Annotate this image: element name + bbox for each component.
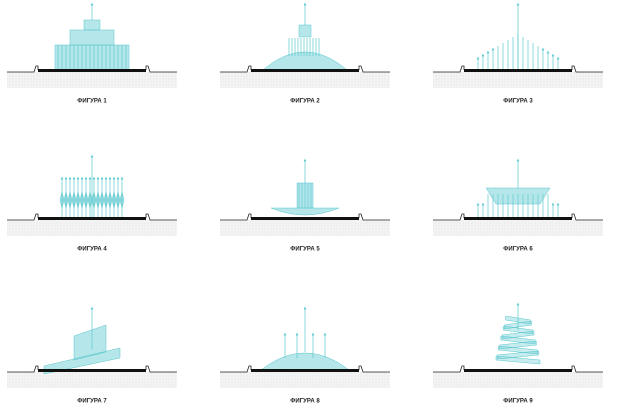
ground-line (7, 213, 177, 221)
water-block (54, 44, 130, 71)
basin (38, 217, 146, 220)
water-shape (262, 51, 348, 71)
figure: ФИГУРА 6 (433, 158, 603, 253)
figure-label: ФИГУРА 5 (290, 247, 320, 253)
figures: ФИГУРА 1 ФИГУРА 2 ФИГУРА 3 ФИГУРА 4 ФИГУРА 5… (7, 2, 603, 405)
ground-line (220, 65, 390, 73)
water-shape (115, 191, 121, 209)
water-block (83, 19, 101, 31)
figure: ФИГУРА 3 (433, 2, 603, 105)
water-shape (111, 191, 117, 209)
ground (220, 72, 390, 88)
figure: ФИГУРА 2 (220, 2, 390, 105)
figure-label: ФИГУРА 3 (503, 99, 533, 105)
water-shape (270, 207, 340, 216)
basin (464, 217, 572, 220)
figure-label: ФИГУРА 4 (77, 247, 107, 253)
water-shape (67, 191, 73, 209)
ground (220, 220, 390, 236)
water-shape (103, 191, 109, 209)
ground (433, 220, 603, 236)
basin (464, 69, 572, 72)
figure: ФИГУРА 4 (7, 154, 177, 253)
figure-label: ФИГУРА 9 (503, 399, 533, 405)
basin (251, 69, 359, 72)
water-shape (119, 191, 125, 209)
ground (433, 72, 603, 88)
water-block (69, 29, 115, 46)
ground-line (7, 365, 177, 373)
figure: ФИГУРА 8 (220, 306, 390, 405)
basin (38, 369, 146, 372)
figure: ФИГУРА 7 (7, 306, 177, 405)
ground (220, 372, 390, 388)
ground (7, 372, 177, 388)
water-shape (95, 191, 101, 209)
basin (251, 369, 359, 372)
water-shape (71, 191, 77, 209)
water-shape (260, 352, 350, 371)
water-shape (99, 191, 105, 209)
ground-line (7, 65, 177, 73)
ground (7, 72, 177, 88)
figure: ФИГУРА 5 (220, 158, 390, 253)
ground-line (220, 365, 390, 373)
basin (251, 217, 359, 220)
water-block (298, 24, 312, 38)
basin (464, 369, 572, 372)
ground (7, 220, 177, 236)
water-shape (59, 191, 65, 209)
water-shape (83, 191, 89, 209)
water-shape (79, 191, 85, 209)
figure-label: ФИГУРА 6 (503, 247, 533, 253)
water-shape (87, 191, 93, 209)
figure: ФИГУРА 1 (7, 2, 177, 105)
figure-label: ФИГУРА 8 (290, 399, 320, 405)
water-shape (91, 191, 97, 209)
figure-label: ФИГУРА 7 (77, 399, 107, 405)
figure-label: ФИГУРА 1 (77, 99, 107, 105)
water-shape (73, 324, 107, 361)
water-shape (107, 191, 113, 209)
ground-line (433, 365, 603, 373)
basin (38, 69, 146, 72)
water-shape (63, 191, 69, 209)
ground (433, 372, 603, 388)
figure: ФИГУРА 9 (433, 302, 603, 405)
ground-line (433, 213, 603, 221)
ground-line (433, 65, 603, 73)
figure-label: ФИГУРА 2 (290, 99, 320, 105)
water-shape (75, 191, 81, 209)
ground-line (220, 213, 390, 221)
